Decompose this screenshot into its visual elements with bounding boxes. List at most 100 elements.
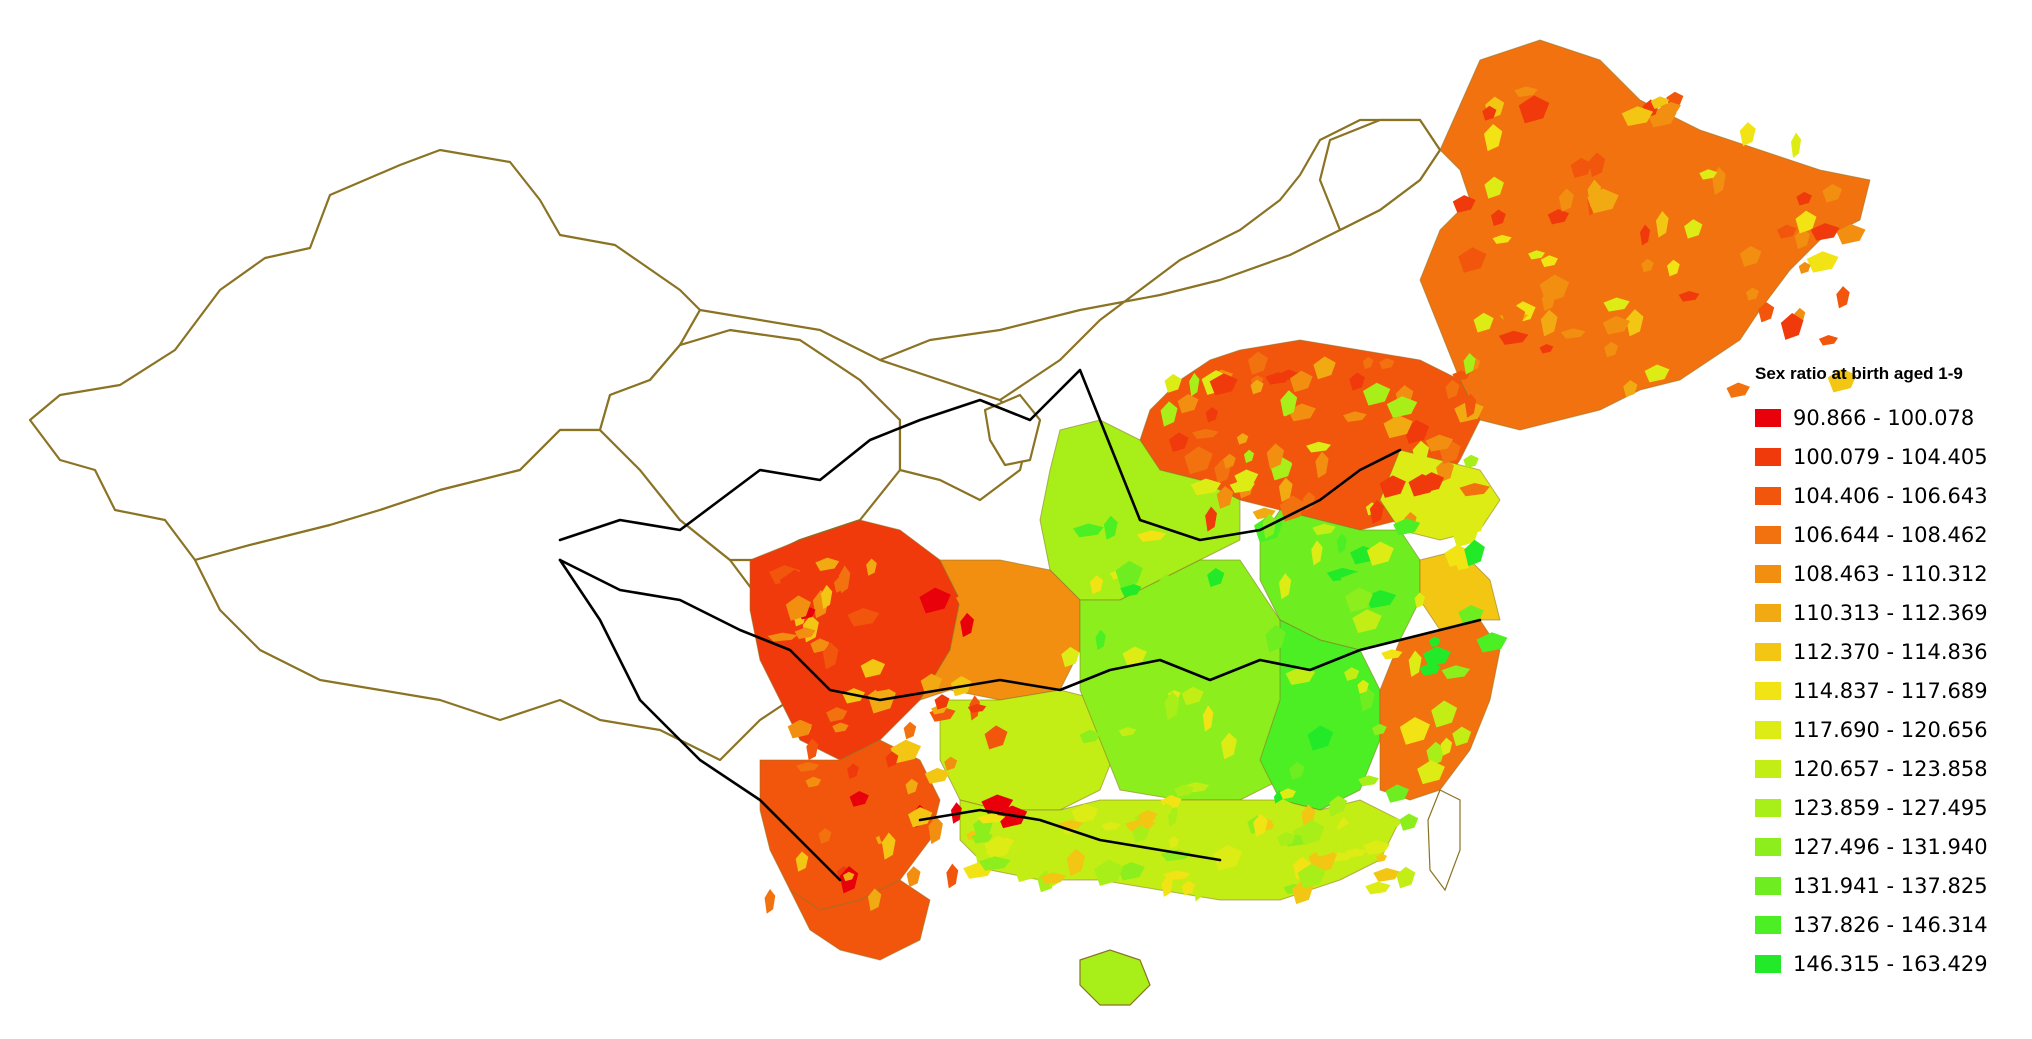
county-patch bbox=[1464, 539, 1485, 567]
county-patch bbox=[805, 776, 822, 788]
county-patch bbox=[815, 557, 840, 571]
county-patch bbox=[1306, 441, 1332, 453]
legend-label: 117.690 - 120.656 bbox=[1793, 717, 1988, 742]
county-patch bbox=[1267, 799, 1299, 826]
county-patch bbox=[1297, 863, 1326, 889]
county-patch bbox=[1810, 223, 1840, 241]
county-patch bbox=[1463, 353, 1476, 375]
county-patch bbox=[1452, 726, 1472, 747]
county-patch bbox=[1362, 356, 1374, 370]
county-patch bbox=[1160, 401, 1178, 427]
legend-item: 123.859 - 127.495 bbox=[1755, 788, 2025, 827]
county-patch bbox=[806, 738, 819, 761]
county-patch bbox=[924, 767, 950, 784]
legend-label: 112.370 - 114.836 bbox=[1793, 639, 1988, 664]
county-patch bbox=[1289, 762, 1305, 780]
legend-swatch bbox=[1755, 525, 1781, 544]
county-patch bbox=[1528, 250, 1545, 260]
county-patch bbox=[1177, 394, 1199, 414]
county-patch bbox=[843, 871, 855, 882]
county-patch bbox=[1289, 370, 1313, 393]
county-patch bbox=[984, 725, 1008, 750]
county-patch bbox=[934, 694, 950, 710]
county-patch bbox=[997, 805, 1028, 829]
county-patch bbox=[1363, 382, 1391, 406]
county-patch bbox=[1014, 847, 1044, 865]
county-patch bbox=[1379, 475, 1406, 498]
county-patch bbox=[1363, 840, 1390, 855]
county-patch bbox=[1492, 234, 1512, 244]
county-patch bbox=[978, 856, 1011, 871]
county-patch bbox=[1359, 687, 1375, 712]
county-patch bbox=[1290, 453, 1307, 471]
county-patch bbox=[1061, 646, 1080, 668]
county-patch bbox=[847, 608, 880, 627]
county-patch bbox=[1484, 176, 1504, 199]
county-patch bbox=[1089, 575, 1104, 595]
county-patch bbox=[847, 763, 859, 779]
county-patch bbox=[1209, 373, 1238, 396]
legend-swatch bbox=[1755, 447, 1781, 466]
county-patch bbox=[1073, 523, 1104, 538]
region-yunnan-south bbox=[789, 879, 931, 961]
legend-item: 117.690 - 120.656 bbox=[1755, 710, 2025, 749]
county-patch bbox=[1473, 312, 1494, 333]
county-patch bbox=[1132, 825, 1150, 843]
western-boundary-line bbox=[558, 558, 842, 882]
region-gansu bbox=[678, 308, 1032, 502]
county-patch bbox=[1352, 609, 1382, 634]
county-patch bbox=[1540, 255, 1558, 268]
region-inner-mongolia bbox=[878, 118, 1442, 402]
county-patch bbox=[1790, 132, 1802, 159]
county-patch bbox=[1660, 101, 1681, 114]
legend-label: 104.406 - 106.643 bbox=[1793, 483, 1988, 508]
county-patch bbox=[1313, 838, 1337, 857]
legend-label: 114.837 - 117.689 bbox=[1793, 678, 1988, 703]
legend-swatch bbox=[1755, 837, 1781, 856]
county-patch bbox=[946, 863, 959, 889]
county-patch bbox=[1280, 390, 1298, 418]
legend-label: 123.859 - 127.495 bbox=[1793, 795, 1988, 820]
county-patch bbox=[838, 565, 851, 594]
islands bbox=[1079, 789, 1461, 1006]
county-patch bbox=[820, 584, 833, 610]
legend-swatch bbox=[1755, 486, 1781, 505]
county-patch bbox=[967, 703, 987, 713]
county-patch bbox=[1279, 495, 1305, 522]
yellow-river bbox=[558, 368, 1402, 542]
county-patch bbox=[1365, 881, 1391, 895]
county-patch bbox=[1739, 245, 1762, 267]
legend-label: 127.496 - 131.940 bbox=[1793, 834, 1988, 859]
legend-item: 127.496 - 131.940 bbox=[1755, 827, 2025, 866]
county-patch bbox=[1298, 819, 1325, 846]
county-patch bbox=[1798, 261, 1811, 274]
county-patch bbox=[1431, 700, 1458, 728]
county-patch bbox=[767, 632, 798, 642]
county-patch bbox=[954, 575, 981, 587]
county-patch bbox=[881, 832, 896, 860]
county-patch bbox=[818, 828, 832, 844]
county-patch bbox=[810, 638, 830, 654]
legend-label: 100.079 - 104.405 bbox=[1793, 444, 1988, 469]
county-patch bbox=[1604, 341, 1619, 358]
county-patch bbox=[866, 558, 877, 576]
county-patch bbox=[1358, 775, 1379, 787]
legend-item: 90.866 - 100.078 bbox=[1755, 398, 2025, 437]
county-patch bbox=[1375, 853, 1387, 863]
legend-swatch bbox=[1755, 876, 1781, 895]
county-patch bbox=[1678, 291, 1700, 302]
county-patch bbox=[1539, 344, 1554, 354]
legend-label: 108.463 - 110.312 bbox=[1793, 561, 1988, 586]
county-patch bbox=[1117, 862, 1145, 881]
county-patch bbox=[1270, 415, 1295, 442]
legend-label: 106.644 - 108.462 bbox=[1793, 522, 1988, 547]
county-patch bbox=[1641, 258, 1654, 273]
legend-label: 146.315 - 163.429 bbox=[1793, 951, 1988, 976]
county-patch bbox=[1588, 152, 1606, 177]
county-patch bbox=[1459, 482, 1490, 497]
county-patch bbox=[1124, 819, 1156, 832]
county-patch bbox=[1205, 407, 1219, 423]
legend-item: 108.463 - 110.312 bbox=[1755, 554, 2025, 593]
county-patch bbox=[1216, 486, 1234, 509]
